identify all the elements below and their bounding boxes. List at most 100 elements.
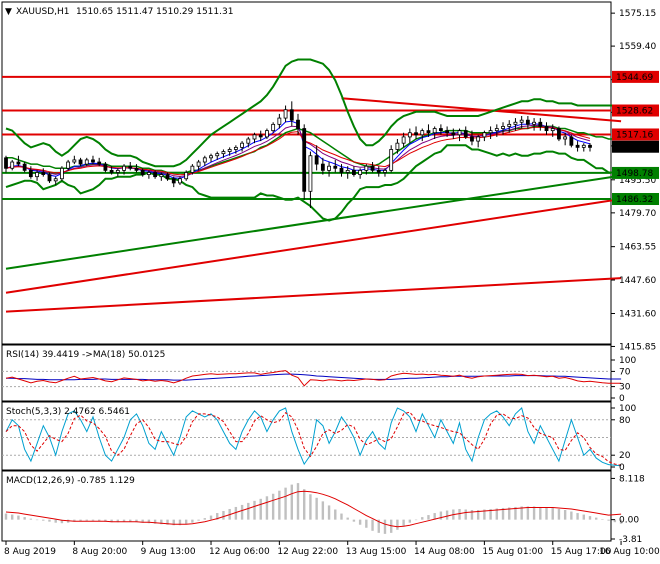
candle-body [97,161,102,165]
macd-histogram-bar [613,519,617,523]
macd-histogram-bar [116,519,120,523]
candle-body [209,155,213,159]
macd-histogram-bar [11,514,14,520]
current-price-tag [612,140,659,153]
stoch-y-tick-label: 80 [619,416,631,426]
macd-histogram-bar [346,517,349,520]
macd-histogram-bar [389,519,393,533]
macd-histogram-bar [147,519,151,524]
candle-body [252,134,257,140]
candle-body [128,165,133,169]
rsi-y-tick-label: 70 [619,367,631,377]
x-tick-label: 13 Aug 15:00 [346,547,407,557]
macd-histogram-bar [259,498,262,520]
candle-body [352,169,356,175]
macd-histogram-bar [85,519,88,521]
candle-body [451,132,456,136]
candle-body [426,130,431,134]
macd-histogram-bar [129,519,132,522]
macd-histogram-bar [570,511,573,520]
candle-body [420,130,425,136]
candle-body [296,119,300,129]
bollinger-middle-line [6,125,622,174]
candle-body [190,165,195,173]
macd-histogram-bar [433,513,436,520]
macd-histogram-bar [557,508,561,520]
candle-body [66,161,71,169]
candle-body [482,132,487,138]
macd-histogram-bar [79,519,82,522]
collapse-triangle-icon[interactable]: ▼ [5,7,12,17]
macd-histogram-bar [197,519,200,521]
macd-histogram-bar [35,519,39,521]
macd-histogram-bar [110,519,113,523]
macd-histogram-bar [141,519,144,523]
x-tick-label: 15 Aug 01:00 [482,547,543,557]
macd-histogram-bar [539,506,542,520]
macd-histogram-bar [284,487,287,520]
symbol-label: XAUUSD,H1 [16,7,70,17]
macd-histogram-bar [191,519,194,523]
rsi-label: RSI(14) 39.4419 ->MA(18) 50.0125 [6,350,165,360]
x-tick-label: 8 Aug 20:00 [72,547,127,557]
candle-body [476,136,481,142]
x-tick-label: 12 Aug 06:00 [209,547,270,557]
candle-body [501,126,505,129]
macd-histogram-bar [91,519,95,521]
candle-body [178,178,182,184]
macd-histogram-bar [588,516,592,520]
trendline-support-green [5,174,622,270]
candle-body [184,172,189,180]
macd-histogram-bar [563,509,567,520]
main-y-tick-label: 1447.60 [619,276,656,286]
candle-body [53,178,58,182]
candle-body [414,132,418,136]
candle-body [544,126,549,132]
candle-body [202,157,207,163]
macd-histogram-bar [520,506,523,520]
macd-histogram-bar [464,509,467,520]
x-tick-label: 15 Aug 17:00 [551,547,612,557]
level-price-tag [612,193,659,206]
macd-histogram-bar [97,519,101,522]
macd-histogram-bar [576,513,579,520]
candle-body [457,130,462,136]
level-price-tag [612,70,659,83]
macd-histogram-bar [48,519,51,522]
candle-body [109,169,114,173]
candle-body [432,128,437,134]
macd-signal-line [5,490,622,528]
macd-histogram-bar [377,519,380,533]
candle-body [345,169,350,173]
candle-body [327,165,331,171]
macd-histogram-bar [54,519,57,523]
candle-body [258,134,263,138]
macd-histogram-bar [601,519,604,520]
candle-body [140,169,145,175]
candle-body [588,144,592,148]
candle-body [364,165,369,171]
candle-body [35,172,39,178]
candle-body [401,136,406,144]
candle-body [463,130,468,138]
level-price-tag [612,166,659,179]
stoch-y-tick-label: 20 [619,451,631,461]
candle-body [575,144,580,148]
stoch-series-layer [2,407,622,467]
candle-body [47,174,52,182]
candle-body [395,142,400,150]
candle-body [215,153,220,157]
main-y-tick-label: 1431.60 [619,309,656,319]
candle-body [445,130,450,134]
macd-histogram-bar [396,519,399,530]
candle-body [507,123,512,127]
macd-histogram-bar [234,506,238,520]
x-tick-label: 9 Aug 13:00 [141,547,196,557]
macd-histogram-bar [135,519,138,523]
candle-body [569,136,574,146]
macd-histogram-bar [526,506,530,520]
macd-histogram-bar [334,509,337,520]
macd-histogram-bar [582,514,585,520]
stoch-y-tick-label: 100 [619,404,636,414]
macd-histogram-bar [296,483,300,520]
